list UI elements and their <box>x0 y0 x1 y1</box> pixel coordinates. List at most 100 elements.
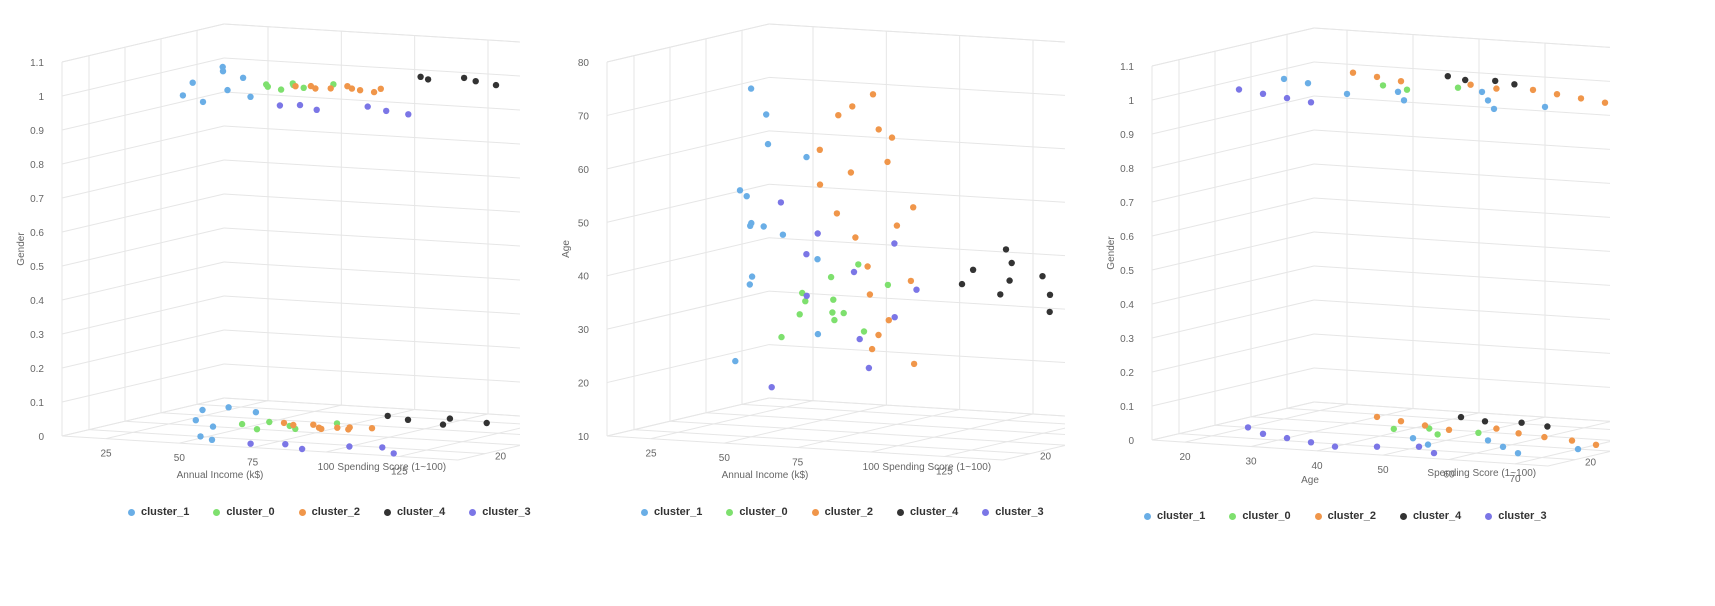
data-point <box>404 416 412 423</box>
z-tick-label: 20 <box>1040 452 1052 463</box>
axis-line <box>606 397 770 437</box>
data-point <box>1514 450 1522 457</box>
data-point <box>1349 69 1357 76</box>
data-point <box>483 419 490 427</box>
y-tick-label: 0.1 <box>1120 402 1134 413</box>
data-point <box>1467 81 1474 88</box>
data-point <box>383 107 390 115</box>
data-point <box>219 68 227 75</box>
legend-item-cluster-4[interactable]: cluster_4 <box>896 506 959 518</box>
legend-dot <box>896 508 904 516</box>
legend-label: cluster_4 <box>396 506 446 518</box>
data-point <box>1492 77 1499 85</box>
x-tick-label: 25 <box>645 449 657 460</box>
data-point <box>1481 418 1489 425</box>
data-point <box>370 88 378 96</box>
legend-item-cluster-1[interactable]: cluster_1 <box>128 506 189 518</box>
legend-dot <box>1229 512 1237 520</box>
data-point <box>1046 291 1054 298</box>
y-tick-label: 0.2 <box>30 364 44 375</box>
data-point <box>424 76 432 83</box>
legend-item-cluster-4[interactable]: cluster_4 <box>1399 510 1461 522</box>
axis-line <box>1313 27 1610 48</box>
data-point <box>1493 425 1500 432</box>
data-point <box>390 450 397 457</box>
legend-item-cluster-0[interactable]: cluster_0 <box>1229 510 1291 522</box>
data-point <box>849 103 856 110</box>
y-tick-label: 0.4 <box>30 296 44 307</box>
data-point <box>764 140 772 148</box>
gridline <box>1313 231 1610 252</box>
gridline <box>223 57 520 77</box>
legend-dot <box>383 508 391 516</box>
gridline <box>196 403 520 425</box>
legend-label: cluster_1 <box>1157 510 1206 522</box>
data-point <box>875 126 882 133</box>
gridline <box>1313 333 1610 354</box>
data-point <box>290 421 297 429</box>
legend-label: cluster_3 <box>482 506 531 518</box>
legend-item-cluster-1[interactable]: cluster_1 <box>641 506 702 518</box>
axis-line <box>223 397 520 417</box>
data-point <box>197 433 204 440</box>
y-tick-label: 0.5 <box>1120 266 1134 277</box>
legend-item-cluster-2[interactable]: cluster_2 <box>1314 510 1376 522</box>
data-point <box>910 204 917 211</box>
legend-dot <box>1144 512 1151 520</box>
legend-item-cluster-2[interactable]: cluster_2 <box>298 506 360 518</box>
y-tick-label: 0.9 <box>30 126 44 137</box>
axis-line <box>768 397 1065 417</box>
axis-line <box>61 23 225 63</box>
legend-item-cluster-0[interactable]: cluster_0 <box>726 506 788 518</box>
data-point <box>224 86 231 94</box>
chart-panel-2: 102030405060708025507510012520406080AgeA… <box>545 0 1065 606</box>
legend-label: cluster_0 <box>1242 510 1291 522</box>
gridline <box>1313 299 1610 320</box>
data-point <box>1307 99 1315 106</box>
gridline <box>124 420 520 446</box>
data-point <box>252 409 260 416</box>
data-point <box>368 425 376 432</box>
chart-panel-1: 0 0.1 0.2 0.3 0.4 0.5 0.6 0.7 0.8 0.9 1 1.1 25 50 75 10… <box>0 0 531 606</box>
data-point <box>891 240 898 247</box>
gridline <box>1313 61 1610 82</box>
legend-item-cluster-3[interactable]: cluster_3 <box>469 506 531 518</box>
legend-item-cluster-1[interactable]: cluster_1 <box>1144 510 1205 522</box>
legend-item-cluster-4[interactable]: cluster_4 <box>383 506 446 518</box>
data-point <box>334 424 341 431</box>
y-tick-label: 0.2 <box>1120 368 1134 379</box>
gridline <box>223 91 520 111</box>
y-axis-title: Gender <box>16 232 27 266</box>
gridline <box>633 429 1031 455</box>
legend-item-cluster-3[interactable]: cluster_3 <box>1485 510 1547 522</box>
z-axis-title: Spending Score (1~100) <box>882 462 991 473</box>
data-point <box>1518 419 1525 426</box>
y-tick-label: 0.5 <box>30 262 44 273</box>
legend-item-cluster-2[interactable]: cluster_2 <box>811 506 873 518</box>
gridline <box>1313 367 1610 388</box>
x-tick-label: 100 <box>318 462 335 473</box>
legend-item-cluster-3[interactable]: cluster_3 <box>982 506 1044 518</box>
data-point <box>1462 76 1469 84</box>
data-point <box>1511 81 1518 88</box>
data-point <box>179 92 187 99</box>
z-axis-title: Spending Score (1~100) <box>337 462 446 473</box>
data-point <box>814 256 821 263</box>
data-point <box>907 277 915 285</box>
legend-item-cluster-0[interactable]: cluster_0 <box>213 506 275 518</box>
data-points <box>732 85 1054 391</box>
legend-label: cluster_4 <box>909 506 959 518</box>
data-point <box>913 286 920 293</box>
data-point <box>850 268 858 276</box>
data-point <box>760 223 767 230</box>
data-points <box>179 63 500 457</box>
gridline <box>768 237 1065 257</box>
data-point <box>384 412 391 420</box>
data-point <box>247 93 254 101</box>
chart-svg-2: 102030405060708025507510012520406080AgeA… <box>561 23 1065 481</box>
y-tick-label: 50 <box>578 218 590 229</box>
x-tick-label: 75 <box>247 458 259 469</box>
data-point <box>1304 80 1312 87</box>
data-point <box>364 103 371 110</box>
data-point <box>348 85 356 92</box>
